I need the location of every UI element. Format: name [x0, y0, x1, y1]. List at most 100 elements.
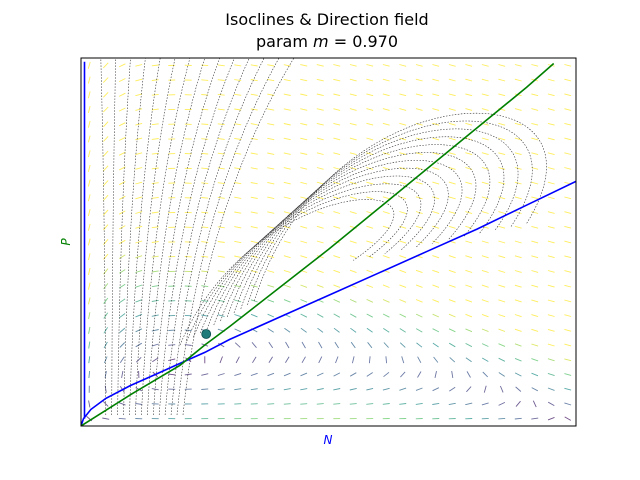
field-arrow	[235, 356, 240, 364]
field-arrow	[201, 182, 209, 184]
field-arrow	[283, 167, 291, 170]
field-arrow	[250, 64, 258, 67]
field-arrow	[283, 123, 291, 126]
field-arrow	[151, 211, 159, 214]
field-arrow	[465, 108, 473, 111]
field-arrow	[219, 356, 223, 364]
field-arrow	[121, 370, 124, 378]
field-arrow	[564, 402, 572, 406]
field-arrow	[234, 211, 242, 214]
field-arrow	[283, 372, 291, 377]
trajectory	[170, 58, 265, 416]
field-arrow	[498, 284, 506, 288]
field-arrow	[465, 343, 473, 348]
field-arrow	[399, 64, 407, 67]
field-arrow	[349, 240, 357, 244]
field-arrow	[448, 181, 456, 185]
field-arrow	[432, 181, 440, 185]
field-arrow	[416, 342, 423, 348]
field-arrow	[399, 240, 407, 244]
field-arrow	[481, 357, 489, 362]
field-arrow	[316, 181, 324, 185]
field-arrow	[267, 211, 275, 214]
field-arrow	[481, 328, 489, 333]
field-arrow	[415, 387, 423, 391]
field-arrow	[267, 372, 275, 377]
field-arrow	[481, 108, 489, 111]
field-arrow	[415, 269, 423, 274]
field-arrow	[103, 180, 109, 187]
field-arrow	[250, 137, 258, 141]
field-arrow	[531, 358, 539, 362]
field-arrow	[201, 79, 209, 81]
field-arrow	[349, 64, 357, 67]
field-arrow	[448, 255, 456, 259]
field-arrow	[333, 152, 341, 156]
trajectory	[233, 136, 505, 313]
field-arrow	[333, 327, 340, 333]
field-arrow	[366, 403, 374, 405]
field-arrow	[547, 270, 555, 273]
field-arrow	[300, 122, 308, 126]
field-arrow	[103, 136, 109, 142]
field-arrow	[234, 226, 242, 229]
field-arrow	[465, 299, 473, 303]
y-axis-label: P	[59, 238, 73, 246]
field-arrow	[102, 91, 109, 98]
field-arrow	[366, 122, 374, 126]
field-arrow	[333, 313, 341, 318]
field-arrow	[103, 194, 109, 201]
trajectory	[153, 58, 220, 416]
trajectory	[123, 58, 146, 416]
field-arrow	[217, 226, 225, 229]
field-arrow	[465, 240, 473, 244]
field-arrow	[234, 79, 242, 82]
field-arrow	[283, 181, 291, 185]
field-arrow	[514, 328, 522, 332]
field-arrow	[333, 255, 341, 259]
field-arrow	[349, 211, 357, 215]
field-arrow	[102, 62, 109, 69]
field-arrow	[366, 196, 374, 200]
field-arrow	[300, 240, 308, 244]
field-arrow	[267, 388, 275, 391]
field-arrow	[564, 299, 572, 303]
field-arrow	[465, 152, 473, 156]
field-arrow	[399, 211, 407, 215]
field-arrow	[217, 64, 225, 67]
field-arrow	[564, 78, 572, 82]
field-arrow	[316, 403, 324, 405]
field-arrow	[267, 181, 275, 185]
field-arrow	[564, 284, 572, 288]
field-arrow	[448, 78, 456, 82]
field-arrow	[432, 137, 440, 141]
field-arrow	[465, 122, 473, 126]
field-arrow	[151, 270, 159, 273]
field-arrow	[333, 108, 341, 111]
field-arrow	[382, 225, 390, 229]
field-arrow	[201, 285, 209, 288]
field-arrow	[366, 225, 374, 229]
field-arrow	[367, 342, 373, 349]
equilibrium-points	[201, 329, 212, 339]
field-arrow	[465, 211, 473, 215]
field-arrow	[300, 255, 308, 259]
field-arrow	[448, 93, 456, 97]
field-arrow	[250, 211, 258, 214]
field-arrow	[201, 167, 209, 170]
field-arrow	[118, 417, 126, 420]
field-arrow	[415, 93, 423, 97]
field-arrow	[283, 93, 291, 96]
field-arrow	[564, 387, 572, 391]
field-arrow	[135, 402, 143, 405]
field-arrow	[547, 196, 555, 200]
field-arrow	[547, 299, 555, 303]
field-arrow	[151, 123, 159, 126]
field-arrow	[481, 93, 489, 97]
field-arrow	[498, 417, 506, 420]
trajectory	[206, 167, 449, 330]
field-arrow	[432, 328, 440, 333]
field-arrow	[300, 181, 308, 185]
field-arrow	[531, 211, 539, 214]
field-arrow	[481, 167, 489, 170]
